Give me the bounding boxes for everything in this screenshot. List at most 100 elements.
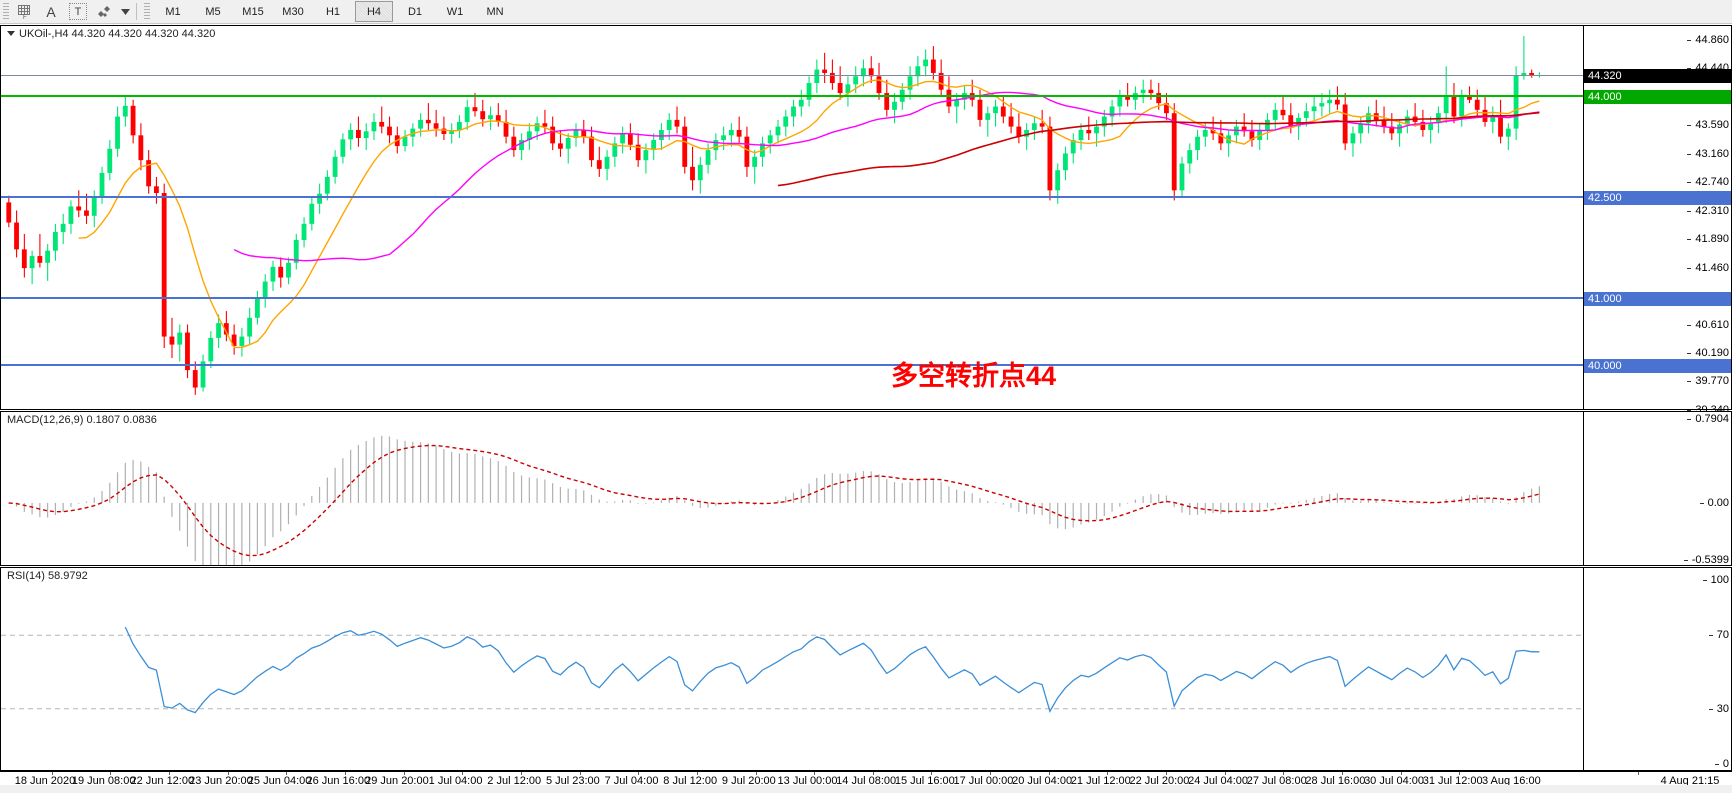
- macd-tick--0.5399: -0.5399: [1683, 554, 1729, 566]
- time-tick-label: 21 Jul 12:00: [1070, 775, 1131, 787]
- macd-tick-0.00: 0.00: [1699, 496, 1729, 509]
- resistance-line-44[interactable]: [1, 95, 1584, 98]
- rsi-plot-area[interactable]: [1, 568, 1584, 770]
- price-tick-41.460: 41.460: [1687, 261, 1729, 274]
- price-axis[interactable]: 44.860 44.440 43.590 43.160 42.740 42.310 41.8…: [1583, 26, 1731, 416]
- timeframe-grip[interactable]: [144, 3, 150, 20]
- time-tick-label: 14 Jul 08:00: [836, 775, 897, 787]
- timeframe-w1[interactable]: W1: [446, 5, 464, 18]
- time-tick-label: 28 Jul 16:00: [1305, 775, 1366, 787]
- time-tick-label: 17 Jul 00:00: [953, 775, 1014, 787]
- time-tick-mark: [1400, 772, 1402, 775]
- price-tick-40.610: 40.610: [1687, 318, 1729, 331]
- time-tick-mark: [344, 772, 346, 775]
- text-label-icon[interactable]: T: [69, 3, 87, 20]
- objects-dropdown-caret-icon[interactable]: [118, 1, 132, 22]
- last-price-tag: 44.320: [1584, 68, 1731, 83]
- time-tick-mark: [1342, 772, 1344, 775]
- text-font-icon[interactable]: A: [46, 3, 56, 20]
- timeframe-mn[interactable]: MN: [486, 5, 504, 18]
- time-tick-label: 25 Jun 04:00: [247, 775, 312, 787]
- rsi-tick-0: 0: [1714, 758, 1729, 770]
- timeframe-d1[interactable]: D1: [407, 5, 423, 18]
- chart-annotation-text: 多空转折点44: [891, 361, 1057, 391]
- price-tick-40.190: 40.190: [1687, 346, 1729, 359]
- macd-axis: 0.7904 0.00 -0.5399: [1583, 412, 1731, 566]
- time-tick-mark: [1283, 772, 1285, 775]
- timeframe-h1[interactable]: H1: [325, 5, 341, 18]
- time-tick-mark: [755, 772, 757, 775]
- rsi-tick-100: 100: [1702, 574, 1729, 586]
- time-tick-mark: [990, 772, 992, 775]
- crosshair-price-line: [1, 74, 1584, 76]
- time-tick-mark: [579, 772, 581, 775]
- time-tick-label: 3 Aug 16:00: [1481, 775, 1541, 787]
- rsi-panel-title: RSI(14) 58.9792: [7, 570, 88, 582]
- timeframe-m30[interactable]: M30: [282, 5, 304, 18]
- rsi-tick-30: 30: [1708, 702, 1729, 715]
- level-tag-42500: 42.500: [1584, 191, 1731, 206]
- timeframe-m1[interactable]: M1: [165, 5, 181, 18]
- price-tick-42.310: 42.310: [1687, 204, 1729, 217]
- time-tick-label: 23 Jun 20:00: [189, 775, 253, 787]
- time-tick-label: 5 Jul 23:00: [545, 775, 600, 787]
- timeframe-m15[interactable]: M15: [242, 5, 264, 18]
- chart-toolbar: F A T M1 M5 M15 M30 H1 H4 D1 W1 MN: [0, 0, 1732, 24]
- crosshair-grid-icon[interactable]: F: [12, 1, 38, 22]
- time-tick-label: 22 Jul 20:00: [1129, 775, 1190, 787]
- rsi-series: [1, 626, 1584, 714]
- time-tick-mark: [168, 772, 170, 775]
- time-tick-label: 31 Jul 12:00: [1422, 775, 1483, 787]
- support-line-41[interactable]: [1, 296, 1584, 299]
- price-tick-41.890: 41.890: [1687, 232, 1729, 245]
- rsi-axis: 100 70 30 0: [1583, 568, 1731, 770]
- time-tick-label: 7 Jul 04:00: [604, 775, 659, 787]
- macd-tick-0.7904: 0.7904: [1687, 413, 1729, 425]
- price-tick-43.590: 43.590: [1687, 118, 1729, 131]
- price-tick-39.770: 39.770: [1687, 375, 1729, 388]
- macd-indicator-panel[interactable]: MACD(12,26,9) 0.1807 0.0836 0.7904 0.00 -0…: [0, 411, 1732, 566]
- toolbar-grip[interactable]: [3, 3, 9, 20]
- time-tick-mark: [638, 772, 640, 775]
- price-plot-area[interactable]: 多空转折点44: [1, 26, 1584, 409]
- macd-plot-area[interactable]: [1, 412, 1584, 565]
- time-tick-mark: [1638, 772, 1639, 775]
- macd-series: [8, 435, 1540, 565]
- time-tick-label: 2 Jul 12:00: [487, 775, 542, 787]
- price-panel-title: UKOil-,H4 44.320 44.320 44.320 44.320: [7, 28, 215, 40]
- time-tick-mark: [1166, 772, 1168, 775]
- price-tick-44.860: 44.860: [1687, 33, 1729, 46]
- level-tag-44000: 44.000: [1584, 90, 1731, 105]
- support-line-42-5[interactable]: [1, 196, 1584, 199]
- time-tick-mark: [462, 772, 464, 775]
- support-line-40[interactable]: [1, 363, 1584, 366]
- timeframe-h4[interactable]: H4: [355, 1, 393, 22]
- price-chart-panel[interactable]: UKOil-,H4 44.320 44.320 44.320 44.320 多空…: [0, 25, 1732, 416]
- time-tick-label: 8 Jul 12:00: [663, 775, 718, 787]
- symbol-dropdown-caret-icon[interactable]: [7, 31, 15, 36]
- time-tick-mark: [1048, 772, 1050, 775]
- timeframe-m5[interactable]: M5: [205, 5, 221, 18]
- time-tick-label: 29 Jun 20:00: [365, 775, 429, 787]
- timeframe-group: M1 M5 M15 M30 H1 H4 D1 W1 MN: [153, 1, 515, 22]
- time-tick-label: 19 Jun 08:00: [71, 775, 136, 787]
- level-tag-41000: 41.000: [1584, 291, 1731, 306]
- candlestick-series: [6, 36, 1542, 395]
- time-tick-mark: [1224, 772, 1226, 775]
- time-tick-label: 30 Jul 04:00: [1364, 775, 1424, 787]
- time-tick-label: 9 Jul 20:00: [721, 775, 776, 787]
- level-tag-40000: 40.000: [1584, 358, 1731, 373]
- svg-text:F: F: [23, 15, 27, 19]
- time-tick-label: 1 Jul 04:00: [428, 775, 483, 787]
- time-tick-mark: [51, 772, 53, 775]
- time-tick-mark: [872, 772, 874, 775]
- price-tick-42.740: 42.740: [1687, 175, 1729, 188]
- time-tick-label: 4 Aug 21:15: [1660, 775, 1720, 787]
- chart-scroll-strip[interactable]: [0, 785, 1732, 793]
- objects-list-icon[interactable]: [92, 1, 118, 22]
- rsi-indicator-panel[interactable]: RSI(14) 58.9792 100 70 30 0: [0, 567, 1732, 771]
- time-tick-label: 13 Jul 00:00: [777, 775, 838, 787]
- rsi-tick-70: 70: [1708, 629, 1729, 642]
- toolbar-divider: [136, 3, 137, 20]
